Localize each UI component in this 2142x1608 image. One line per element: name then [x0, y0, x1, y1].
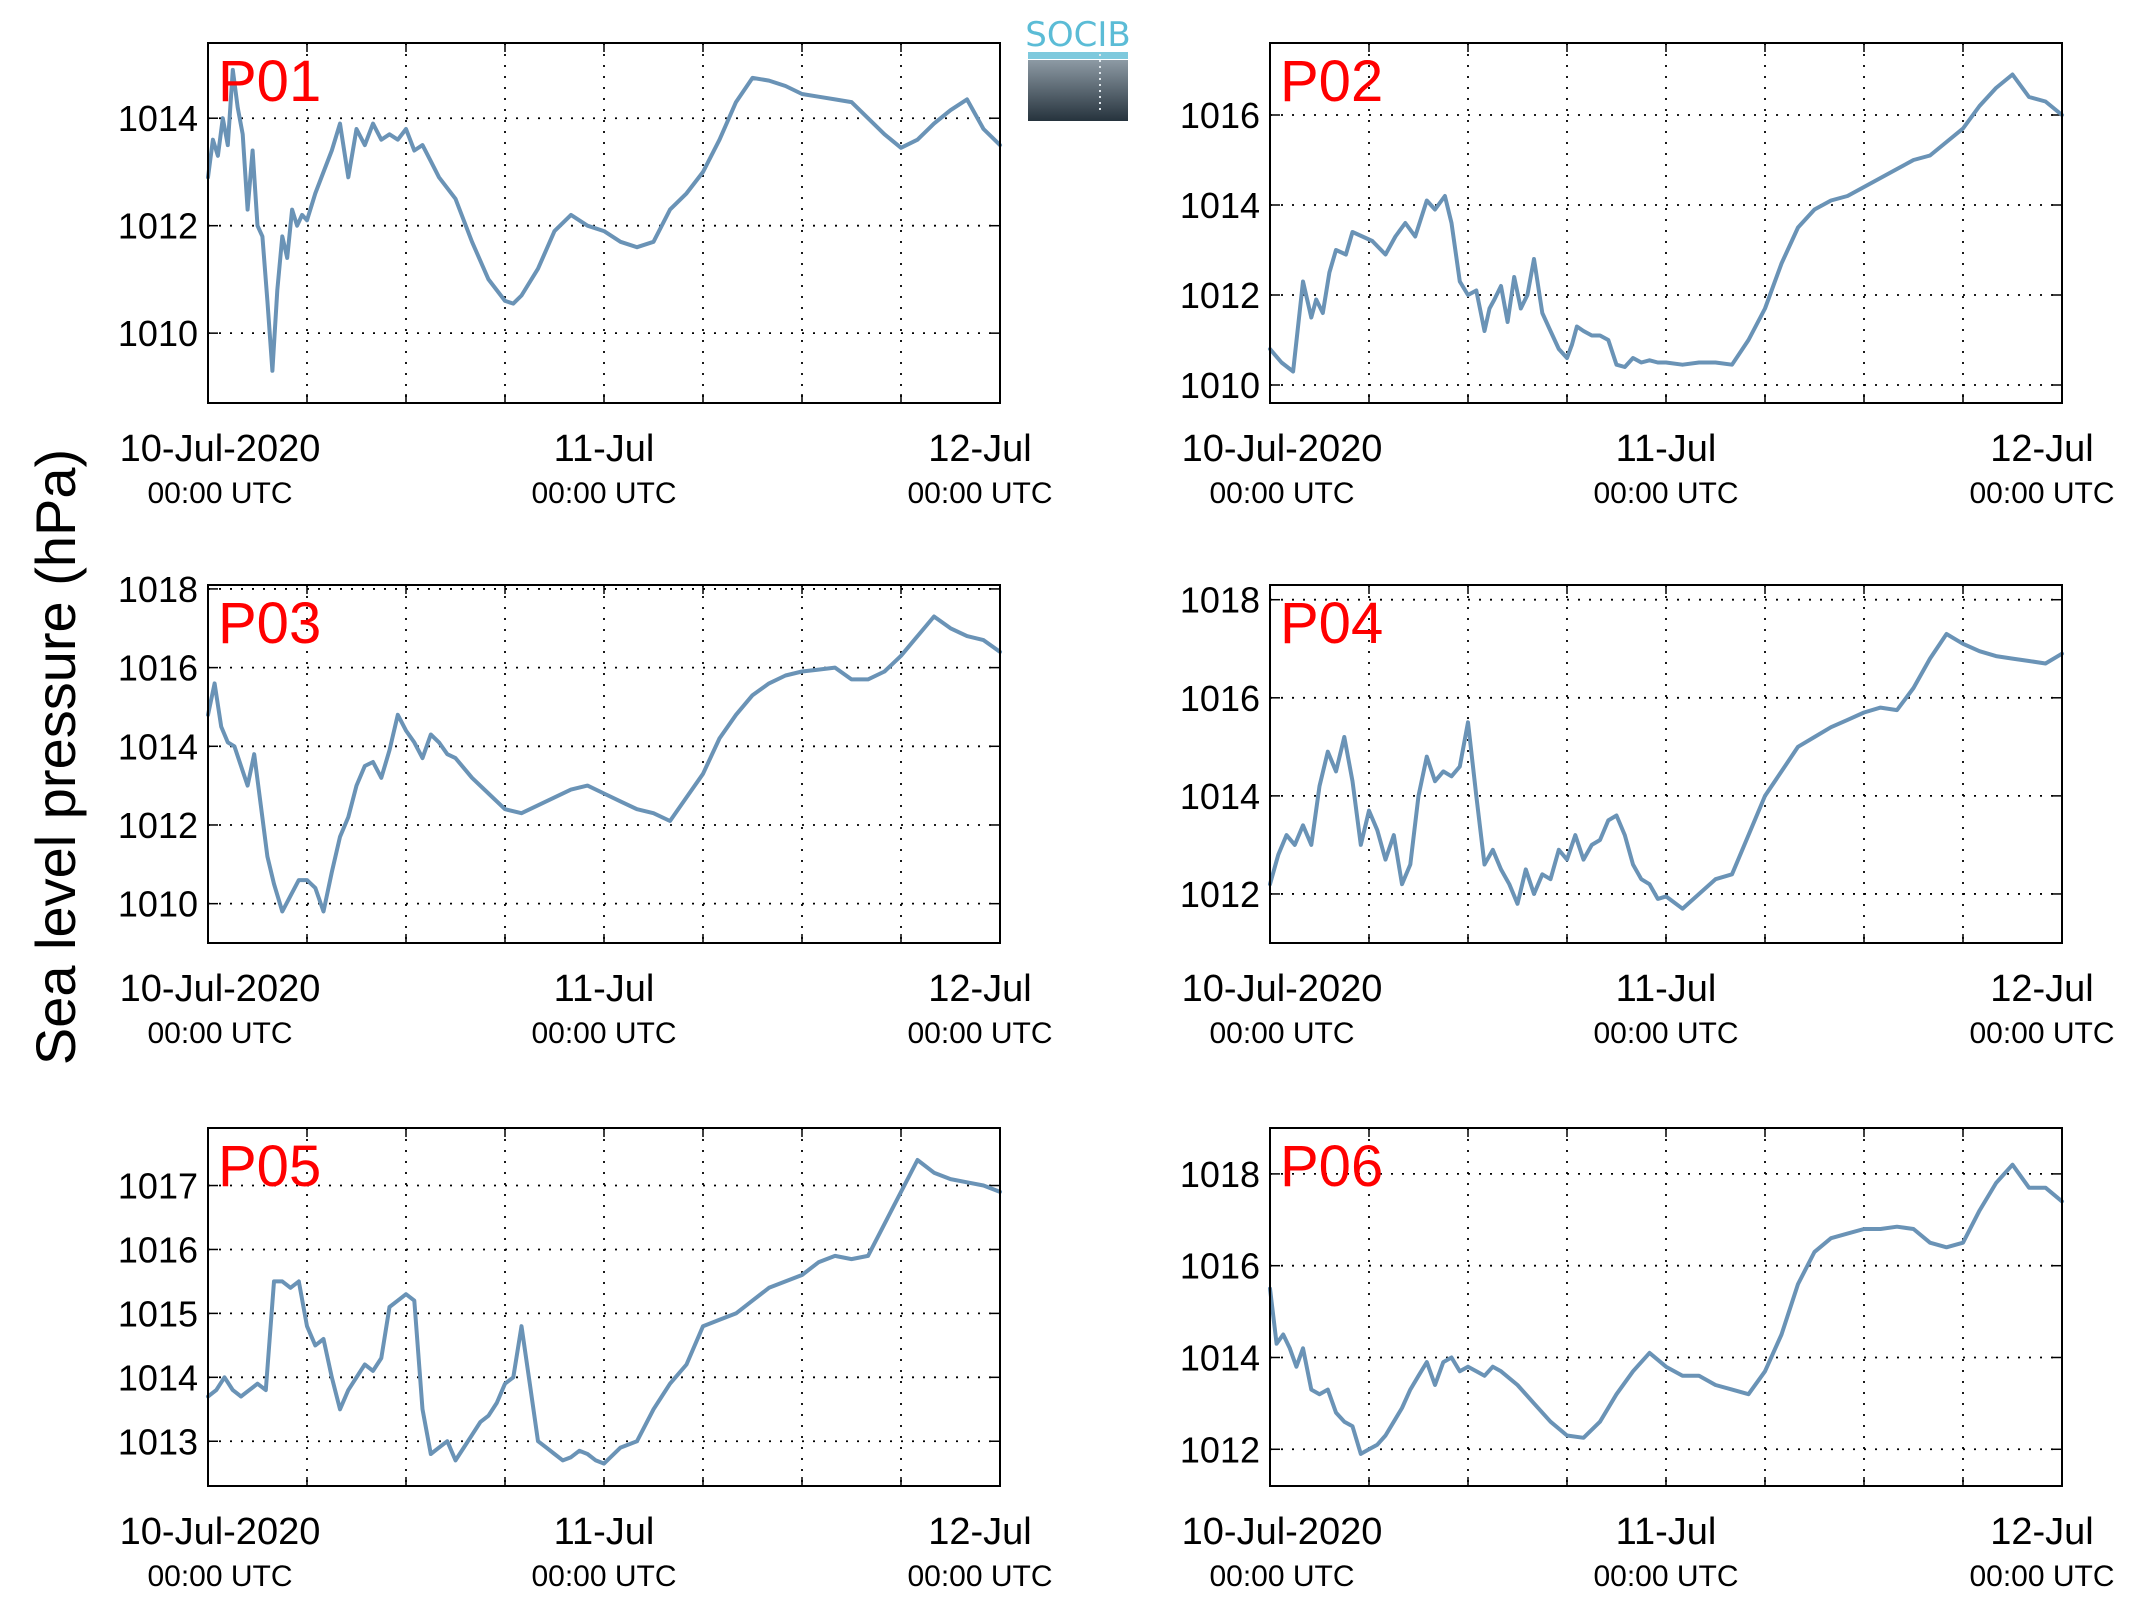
logo-block [1028, 60, 1128, 121]
x-tick-label-time: 00:00 UTC [1969, 477, 2114, 510]
logo-band [1028, 52, 1128, 59]
panel-p02: 1010 1012 1014 1016 10-Jul-2020 00:00 UTC 11-J… [1180, 42, 2115, 510]
y-tick-label: 1014 [118, 726, 198, 767]
series-line-p06 [1268, 1162, 2064, 1456]
y-tick-label: 1018 [118, 569, 198, 610]
x-tick-label-date: 12-Jul [928, 1511, 1032, 1553]
x-tick-label-date: 12-Jul [1990, 1511, 2094, 1553]
x-tick-label-time: 00:00 UTC [147, 1017, 292, 1050]
y-tick-label: 1017 [118, 1166, 198, 1207]
x-tick-label-time: 00:00 UTC [147, 1560, 292, 1593]
panel-label-p02: P02 [1280, 49, 1383, 114]
y-tick-label: 1013 [118, 1421, 198, 1462]
y-tick-label: 1014 [1180, 1337, 1260, 1378]
y-tick-label: 1010 [118, 313, 198, 354]
panel-p01: 1010 1012 1014 10-Jul-2020 00:00 UTC 11-Jul 00… [118, 42, 1053, 510]
y-tick-label: 1014 [118, 98, 198, 139]
y-tick-label: 1015 [118, 1293, 198, 1334]
x-tick-label-date: 11-Jul [554, 968, 655, 1010]
x-tick-label-date: 11-Jul [554, 1511, 655, 1553]
panel-label-p01: P01 [218, 49, 321, 114]
axes-frame [207, 42, 1001, 404]
panel-p06: 1012 1014 1016 1018 10-Jul-2020 00:00 UTC 11-J… [1180, 1127, 2115, 1593]
y-tick-label: 1012 [1180, 874, 1260, 915]
panels: 1010 1012 1014 10-Jul-2020 00:00 UTC 11-Jul 00… [118, 42, 2115, 1593]
x-tick-label-time: 00:00 UTC [1593, 477, 1738, 510]
x-tick-label-date: 12-Jul [928, 428, 1032, 470]
x-tick-label-date: 12-Jul [1990, 428, 2094, 470]
x-tick-label-date: 11-Jul [1616, 1511, 1717, 1553]
x-tick-label-date: 10-Jul-2020 [1182, 1511, 1383, 1553]
x-tick-label-date: 10-Jul-2020 [120, 968, 321, 1010]
x-tick-label-date: 12-Jul [928, 968, 1032, 1010]
x-tick-label-time: 00:00 UTC [907, 477, 1052, 510]
panel-p05: 1013 1014 1015 1016 1017 10-Jul-2020 00:00 UTC… [118, 1127, 1053, 1593]
panel-label-p03: P03 [218, 591, 321, 656]
axes-frame [207, 584, 1001, 944]
x-tick-label-time: 00:00 UTC [1593, 1017, 1738, 1050]
axes-frame [1269, 1127, 2063, 1487]
y-tick-label: 1018 [1180, 1154, 1260, 1195]
y-axis-label: Sea level pressure (hPa) [24, 449, 87, 1065]
series-line-p05 [206, 1158, 1002, 1466]
panel-p04: 1012 1014 1016 1018 10-Jul-2020 00:00 UTC 11-J… [1180, 580, 2115, 1050]
x-tick-label-date: 10-Jul-2020 [1182, 968, 1383, 1010]
y-tick-label: 1012 [118, 206, 198, 247]
socib-logo: SOCIB [1025, 15, 1131, 121]
axes-frame [1269, 42, 2063, 404]
axes-frame [1269, 584, 2063, 944]
x-tick-label-time: 00:00 UTC [1209, 477, 1354, 510]
x-tick-label-time: 00:00 UTC [531, 477, 676, 510]
series-line-p03 [206, 614, 1002, 914]
y-tick-label: 1010 [1180, 365, 1260, 406]
x-tick-label-date: 10-Jul-2020 [120, 428, 321, 470]
series-line-p01 [206, 67, 1002, 373]
y-tick-label: 1014 [1180, 185, 1260, 226]
logo-text: SOCIB [1025, 15, 1130, 55]
x-tick-label-date: 11-Jul [554, 428, 655, 470]
panel-label-p05: P05 [218, 1134, 321, 1199]
y-tick-label: 1016 [118, 1229, 198, 1270]
x-tick-label-date: 12-Jul [1990, 968, 2094, 1010]
x-tick-label-date: 11-Jul [1616, 428, 1717, 470]
x-tick-label-time: 00:00 UTC [1969, 1560, 2114, 1593]
x-tick-label-time: 00:00 UTC [531, 1017, 676, 1050]
y-tick-label: 1014 [118, 1357, 198, 1398]
x-tick-label-time: 00:00 UTC [907, 1560, 1052, 1593]
y-tick-label: 1018 [1180, 580, 1260, 621]
y-tick-label: 1016 [118, 648, 198, 689]
y-tick-label: 1012 [1180, 275, 1260, 316]
x-tick-label-time: 00:00 UTC [1969, 1017, 2114, 1050]
x-tick-label-date: 11-Jul [1616, 968, 1717, 1010]
y-tick-label: 1012 [118, 805, 198, 846]
x-tick-label-time: 00:00 UTC [1209, 1560, 1354, 1593]
x-tick-label-date: 10-Jul-2020 [1182, 428, 1383, 470]
y-tick-label: 1016 [1180, 95, 1260, 136]
axes-frame [207, 1127, 1001, 1487]
series-line-p02 [1268, 72, 2064, 374]
panel-p03: 1010 1012 1014 1016 1018 10-Jul-2020 00:00 UTC… [118, 569, 1053, 1050]
x-tick-label-time: 00:00 UTC [147, 477, 292, 510]
x-tick-label-date: 10-Jul-2020 [120, 1511, 321, 1553]
x-tick-label-time: 00:00 UTC [1593, 1560, 1738, 1593]
panel-label-p04: P04 [1280, 591, 1383, 656]
y-tick-label: 1016 [1180, 1246, 1260, 1287]
y-tick-label: 1016 [1180, 678, 1260, 719]
x-tick-label-time: 00:00 UTC [907, 1017, 1052, 1050]
x-tick-label-time: 00:00 UTC [1209, 1017, 1354, 1050]
panel-label-p06: P06 [1280, 1134, 1383, 1199]
y-tick-label: 1010 [118, 884, 198, 925]
series-line-p04 [1268, 632, 2064, 911]
y-tick-label: 1014 [1180, 776, 1260, 817]
x-tick-label-time: 00:00 UTC [531, 1560, 676, 1593]
y-tick-label: 1012 [1180, 1429, 1260, 1470]
